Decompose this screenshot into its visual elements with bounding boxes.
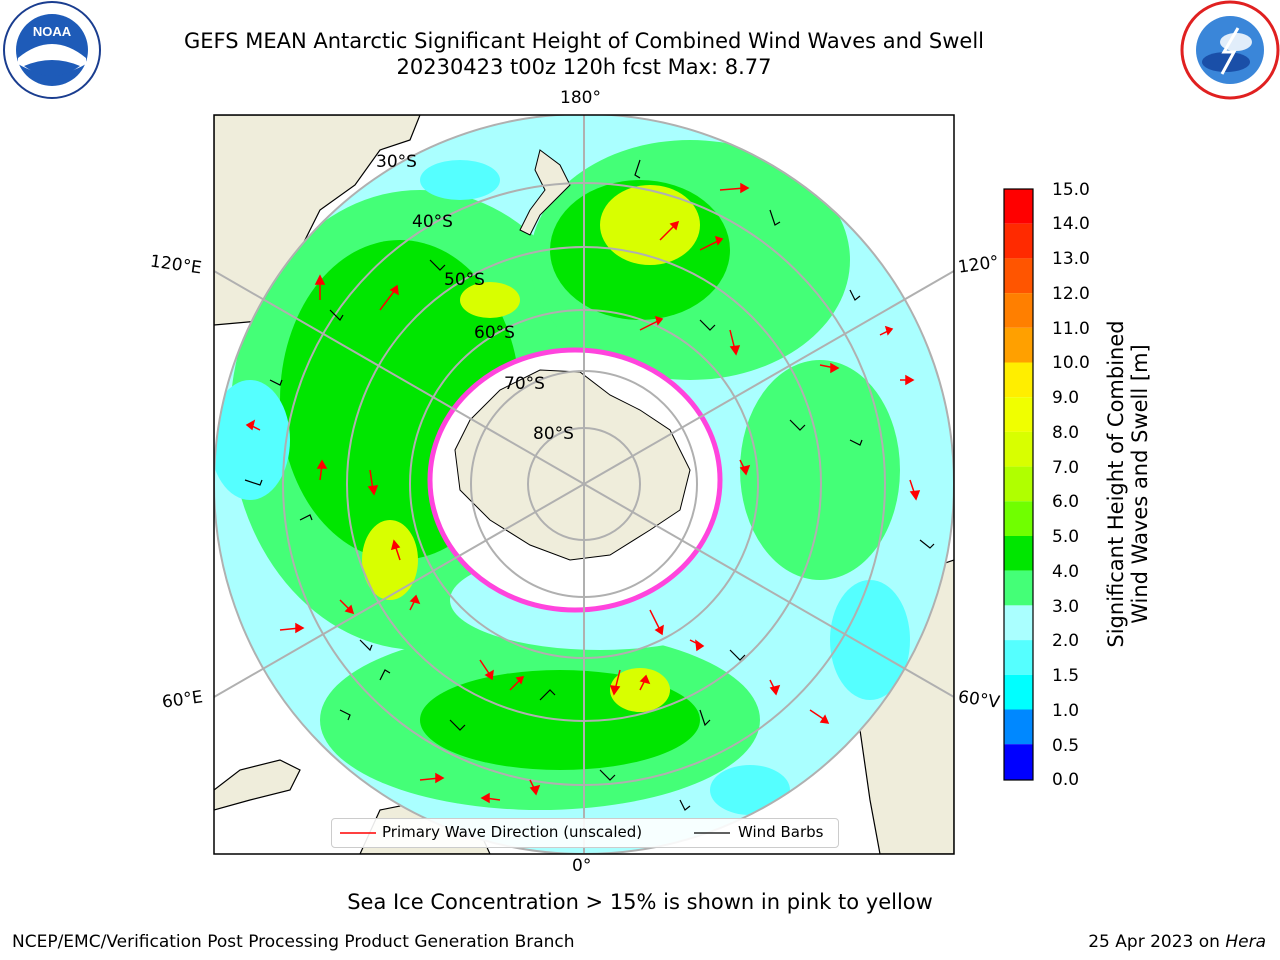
colorbar-tick: 0.5 xyxy=(1052,736,1080,756)
colorbar-tick: 3.0 xyxy=(1052,597,1080,617)
wave-direction-legend-label: Primary Wave Direction (unscaled) xyxy=(382,823,643,841)
map-legend: Primary Wave Direction (unscaled) Wind B… xyxy=(331,818,839,848)
sea-ice-caption: Sea Ice Concentration > 15% is shown in … xyxy=(347,890,933,914)
wave-direction-arrows xyxy=(245,182,921,804)
lon-label-180: 180° xyxy=(560,88,601,108)
colorbar xyxy=(1003,188,1034,781)
colorbar-tick: 11.0 xyxy=(1052,319,1090,339)
footer-date: 25 Apr 2023 on Hera xyxy=(1088,932,1266,952)
colorbar-tick: 0.0 xyxy=(1052,770,1080,790)
africa-land xyxy=(214,759,301,811)
colorbar-tick: 1.0 xyxy=(1052,701,1080,721)
wind-barbs-legend-label: Wind Barbs xyxy=(738,823,824,841)
footer-host: Hera xyxy=(1225,932,1266,952)
noaa-logo-text: NOAA xyxy=(33,24,72,39)
lat-label-30s: 30°S xyxy=(376,152,417,172)
colorbar-label-line2: Wind Waves and Swell [m] xyxy=(1128,344,1152,624)
wave-direction-legend-line xyxy=(340,832,376,834)
lat-label-40s: 40°S xyxy=(412,212,453,232)
wind-barbs xyxy=(244,159,935,811)
colorbar-tick: 10.0 xyxy=(1052,353,1090,373)
lat-label-80s: 80°S xyxy=(533,424,574,444)
colorbar-tick: 12.0 xyxy=(1052,284,1090,304)
colorbar-tick: 9.0 xyxy=(1052,388,1080,408)
colorbar-label-line1: Significant Height of Combined xyxy=(1104,320,1128,648)
colorbar-tick: 1.5 xyxy=(1052,666,1080,686)
map-area xyxy=(214,115,954,854)
footer-date-text: 25 Apr 2023 on xyxy=(1088,932,1226,952)
longitude-grid xyxy=(214,115,954,854)
wind-barbs-legend-line xyxy=(694,832,730,834)
lon-label-0: 0° xyxy=(572,856,592,876)
new-zealand-land xyxy=(519,149,571,236)
colorbar-tick: 13.0 xyxy=(1052,249,1090,269)
colorbar-tick: 2.0 xyxy=(1052,631,1080,651)
map-frame xyxy=(213,114,955,855)
chart-title: GEFS MEAN Antarctic Significant Height o… xyxy=(183,29,985,53)
colorbar-tick: 4.0 xyxy=(1052,562,1080,582)
noaa-logo: NOAA xyxy=(3,1,101,99)
footer-branch: NCEP/EMC/Verification Post Processing Pr… xyxy=(12,932,575,952)
chart-subtitle: 20230423 t00z 120h fcst Max: 8.77 xyxy=(396,55,772,79)
colorbar-tick: 8.0 xyxy=(1052,423,1080,443)
lat-label-60s: 60°S xyxy=(474,323,515,343)
colorbar-tick: 14.0 xyxy=(1052,214,1090,234)
colorbar-tick: 15.0 xyxy=(1052,180,1090,200)
lat-label-50s: 50°S xyxy=(444,270,485,290)
colorbar-tick: 5.0 xyxy=(1052,527,1080,547)
nws-logo xyxy=(1180,0,1280,100)
colorbar-tick: 6.0 xyxy=(1052,492,1080,512)
lat-label-70s: 70°S xyxy=(504,374,545,394)
colorbar-tick: 7.0 xyxy=(1052,458,1080,478)
